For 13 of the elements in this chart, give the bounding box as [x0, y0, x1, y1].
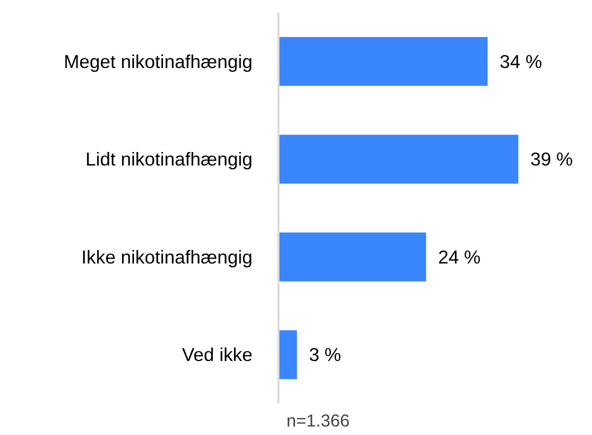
bar [278, 232, 426, 282]
bar [278, 134, 518, 184]
data-label: 24 % [438, 246, 481, 268]
y-tick-label: Ikke nikotinafhængig [81, 246, 253, 268]
data-label: 39 % [530, 148, 573, 170]
bar [278, 330, 297, 380]
data-label: 34 % [500, 50, 542, 72]
bar [278, 36, 488, 86]
y-tick-label: Lidt nikotinafhængig [86, 148, 253, 170]
text: n=1.366 [286, 410, 350, 430]
y-tick-label: Meget nikotinafhængig [64, 50, 253, 72]
data-label: 3 % [308, 344, 342, 366]
y-tick-label: Ved ikke [182, 344, 253, 366]
